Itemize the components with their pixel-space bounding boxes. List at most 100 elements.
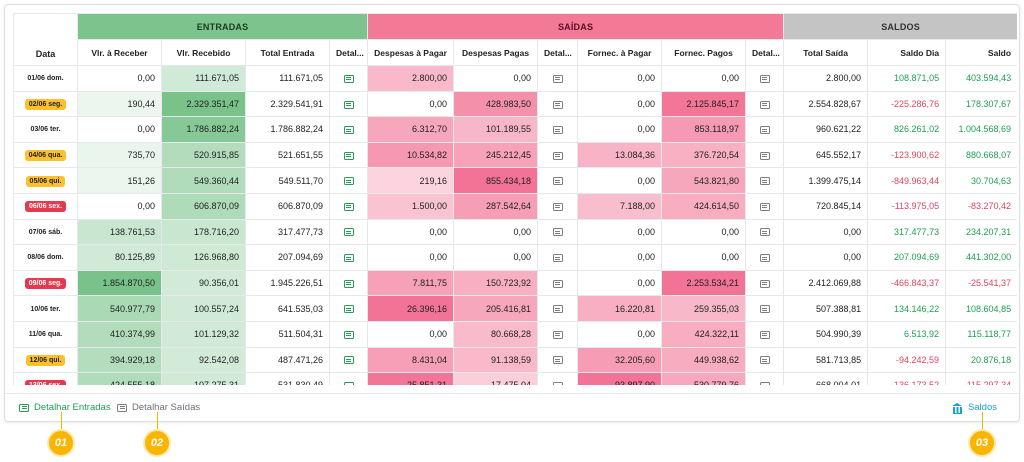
fornec-pagar-cell: 93.897,90	[577, 372, 663, 385]
table-row[interactable]: 09/06 seg. 1.854.870,50 90.356,01 1.945.226…	[13, 269, 1017, 297]
detalhar-despesas-row-button[interactable]	[537, 116, 579, 143]
vlr-receber-cell: 80.125,89	[77, 244, 162, 271]
table-row[interactable]: 03/06 ter. 0,00 1.786.882,24 1.786.882,24 6.…	[13, 116, 1017, 143]
table-row[interactable]: 08/06 dom. 80.125,89 126.968,80 207.094,69 0…	[13, 244, 1017, 271]
detalhar-entradas-button[interactable]: Detalhar Entradas	[19, 402, 111, 413]
fornec-pagos-cell: 424.614,50	[661, 192, 747, 220]
detalhar-fornec-row-button[interactable]	[745, 269, 785, 297]
detalhar-fornec-row-button[interactable]	[745, 320, 785, 348]
col-data[interactable]: Data	[13, 39, 78, 66]
detalhar-entrada-row-button[interactable]	[328, 269, 369, 297]
detalhar-fornec-row-button[interactable]	[745, 346, 785, 374]
col-saldo[interactable]: Saldo	[945, 39, 1017, 66]
detalhar-despesas-row-button[interactable]	[537, 295, 579, 322]
detalhar-fornec-row-button[interactable]	[745, 141, 785, 169]
col-total-saida[interactable]: Total Saída	[783, 39, 869, 66]
detalhar-fornec-row-button[interactable]	[745, 295, 785, 322]
detalhar-despesas-row-button[interactable]	[537, 65, 579, 92]
detalhar-fornec-row-button[interactable]	[745, 244, 785, 271]
detalhar-despesas-row-button[interactable]	[537, 192, 579, 220]
document-lines-icon	[19, 403, 29, 412]
col-vlr-recebido[interactable]: Vlr. Recebido	[161, 39, 246, 66]
col-despesas-pagar[interactable]: Despesas à Pagar	[367, 39, 455, 66]
col-vlr-receber[interactable]: Vlr. à Receber	[77, 39, 162, 66]
date-cell: 10/06 ter.	[13, 295, 78, 322]
detalhar-entrada-row-button[interactable]	[328, 192, 369, 220]
saldo-cell: 403.594,43	[945, 65, 1017, 92]
fornec-pagos-cell: 530.779,76	[661, 372, 747, 385]
detalhar-despesas-row-button[interactable]	[537, 167, 579, 194]
detalhar-despesas-row-button[interactable]	[537, 320, 579, 348]
saldos-button[interactable]: Saldos	[951, 402, 997, 414]
table-row[interactable]: 13/06 sex. 424.555,18107.275,31531.830,49…	[13, 372, 1017, 385]
col-detal-entradas[interactable]: Detal...	[328, 39, 369, 66]
col-despesas-pagas[interactable]: Despesas Pagas	[453, 39, 539, 66]
table-row[interactable]: 10/06 ter. 540.977,79 100.557,24 641.535,03…	[13, 295, 1017, 322]
document-lines-icon	[343, 356, 354, 365]
detalhar-saidas-button[interactable]: Detalhar Saídas	[117, 402, 200, 413]
footer-divider	[5, 393, 1019, 394]
detalhar-entrada-row-button[interactable]	[328, 320, 369, 348]
detalhar-entrada-row-button[interactable]	[328, 90, 369, 118]
detalhar-entrada-row-button[interactable]	[328, 372, 369, 385]
vlr-recebido-cell: 100.557,24	[161, 295, 246, 322]
detalhar-fornec-row-button[interactable]	[745, 116, 785, 143]
table-row[interactable]: 11/06 qua. 410.374,99 101.129,32 511.504,31…	[13, 320, 1017, 348]
detalhar-fornec-row-button[interactable]	[745, 167, 785, 194]
table-row[interactable]: 12/06 qui. 394.929,18 92.542,08 487.471,26 8…	[13, 346, 1017, 374]
col-fornec-pagar[interactable]: Fornec. à Pagar	[577, 39, 663, 66]
table-row[interactable]: 07/06 sáb. 138.761,53 178.716,20 317.477,73…	[13, 218, 1017, 246]
despesas-pagas-cell: 91.138,59	[453, 346, 539, 374]
col-total-entrada[interactable]: Total Entrada	[245, 39, 330, 66]
vlr-receber-cell: 0,00	[77, 65, 162, 92]
vlr-recebido-cell: 1.786.882,24	[161, 116, 246, 143]
detalhar-despesas-row-button[interactable]	[537, 141, 579, 169]
despesas-pagas-cell: 80.668,28	[453, 320, 539, 348]
total-entrada-cell: 511.504,31	[245, 320, 330, 348]
document-lines-icon	[759, 305, 770, 314]
detalhar-entrada-row-button[interactable]	[328, 141, 369, 169]
col-saldo-dia[interactable]: Saldo Dia	[867, 39, 947, 66]
detalhar-fornec-row-button[interactable]	[745, 372, 785, 385]
date-badge: 09/06 seg.	[24, 278, 67, 290]
despesas-pagas-cell: 17.475,04	[453, 372, 539, 385]
despesas-pagas-cell: 287.542,64	[453, 192, 539, 220]
total-entrada-cell: 521.651,55	[245, 141, 330, 169]
vlr-recebido-cell: 90.356,01	[161, 269, 246, 297]
detalhar-entrada-row-button[interactable]	[328, 295, 369, 322]
total-saida-cell: 504.990,39	[783, 320, 869, 348]
document-lines-icon	[343, 202, 354, 211]
col-detal-fornec[interactable]: Detal...	[745, 39, 785, 66]
table-row[interactable]: 02/06 seg. 190,44 2.329.351,47 2.329.541,91…	[13, 90, 1017, 118]
detalhar-despesas-row-button[interactable]	[537, 372, 579, 385]
detalhar-entrada-row-button[interactable]	[328, 116, 369, 143]
total-saida-cell: 0,00	[783, 244, 869, 271]
table-row[interactable]: 01/06 dom. 0,00 111.671,05 111.671,05 2.800,…	[13, 65, 1017, 92]
detalhar-despesas-row-button[interactable]	[537, 218, 579, 246]
col-fornec-pagos[interactable]: Fornec. Pagos	[661, 39, 747, 66]
detalhar-fornec-row-button[interactable]	[745, 65, 785, 92]
col-detal-despesas[interactable]: Detal...	[537, 39, 579, 66]
fornec-pagar-cell: 0,00	[577, 116, 663, 143]
detalhar-entrada-row-button[interactable]	[328, 346, 369, 374]
table-row[interactable]: 04/06 qua. 735,70 520.915,85 521.651,55 10.5…	[13, 141, 1017, 169]
saldo-dia-cell: -123.900,62	[867, 141, 947, 169]
detalhar-entrada-row-button[interactable]	[328, 65, 369, 92]
detalhar-entrada-row-button[interactable]	[328, 244, 369, 271]
detalhar-despesas-row-button[interactable]	[537, 244, 579, 271]
marker-line-2	[157, 412, 158, 438]
detalhar-fornec-row-button[interactable]	[745, 90, 785, 118]
detalhar-fornec-row-button[interactable]	[745, 192, 785, 220]
table-row[interactable]: 05/06 qui. 151,26 549.360,44 549.511,70 219,…	[13, 167, 1017, 194]
table-row[interactable]: 06/06 sex. 0,00 606.870,09 606.870,09 1.500,…	[13, 192, 1017, 220]
saldo-cell: 1.004.568,69	[945, 116, 1017, 143]
total-entrada-cell: 207.094,69	[245, 244, 330, 271]
detalhar-entrada-row-button[interactable]	[328, 167, 369, 194]
despesas-pagas-cell: 855.434,18	[453, 167, 539, 194]
detalhar-despesas-row-button[interactable]	[537, 90, 579, 118]
detalhar-despesas-row-button[interactable]	[537, 346, 579, 374]
detalhar-despesas-row-button[interactable]	[537, 269, 579, 297]
detalhar-fornec-row-button[interactable]	[745, 218, 785, 246]
saldo-dia-cell: 134.146,22	[867, 295, 947, 322]
detalhar-entrada-row-button[interactable]	[328, 218, 369, 246]
